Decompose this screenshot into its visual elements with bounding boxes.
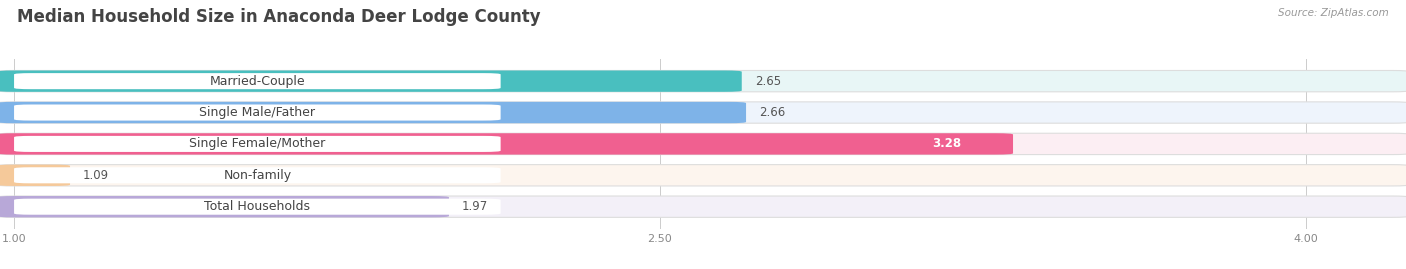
- Text: Total Households: Total Households: [204, 200, 311, 213]
- Text: Median Household Size in Anaconda Deer Lodge County: Median Household Size in Anaconda Deer L…: [17, 8, 540, 26]
- Text: 3.28: 3.28: [932, 137, 962, 150]
- FancyBboxPatch shape: [0, 70, 742, 92]
- Text: Source: ZipAtlas.com: Source: ZipAtlas.com: [1278, 8, 1389, 18]
- Text: Non-family: Non-family: [224, 169, 291, 182]
- FancyBboxPatch shape: [0, 70, 1406, 92]
- FancyBboxPatch shape: [14, 199, 501, 215]
- FancyBboxPatch shape: [14, 136, 501, 152]
- Text: 1.97: 1.97: [463, 200, 488, 213]
- Text: 1.09: 1.09: [83, 169, 110, 182]
- Text: 2.65: 2.65: [755, 75, 780, 88]
- Text: Single Male/Father: Single Male/Father: [200, 106, 315, 119]
- Text: Married-Couple: Married-Couple: [209, 75, 305, 88]
- Text: Single Female/Mother: Single Female/Mother: [190, 137, 325, 150]
- FancyBboxPatch shape: [0, 102, 1406, 123]
- Text: 2.66: 2.66: [759, 106, 785, 119]
- FancyBboxPatch shape: [0, 165, 70, 186]
- FancyBboxPatch shape: [0, 133, 1012, 155]
- FancyBboxPatch shape: [14, 167, 501, 183]
- FancyBboxPatch shape: [0, 102, 747, 123]
- FancyBboxPatch shape: [0, 196, 449, 217]
- FancyBboxPatch shape: [14, 73, 501, 89]
- FancyBboxPatch shape: [0, 165, 1406, 186]
- FancyBboxPatch shape: [0, 133, 1406, 155]
- FancyBboxPatch shape: [0, 196, 1406, 217]
- FancyBboxPatch shape: [14, 104, 501, 121]
